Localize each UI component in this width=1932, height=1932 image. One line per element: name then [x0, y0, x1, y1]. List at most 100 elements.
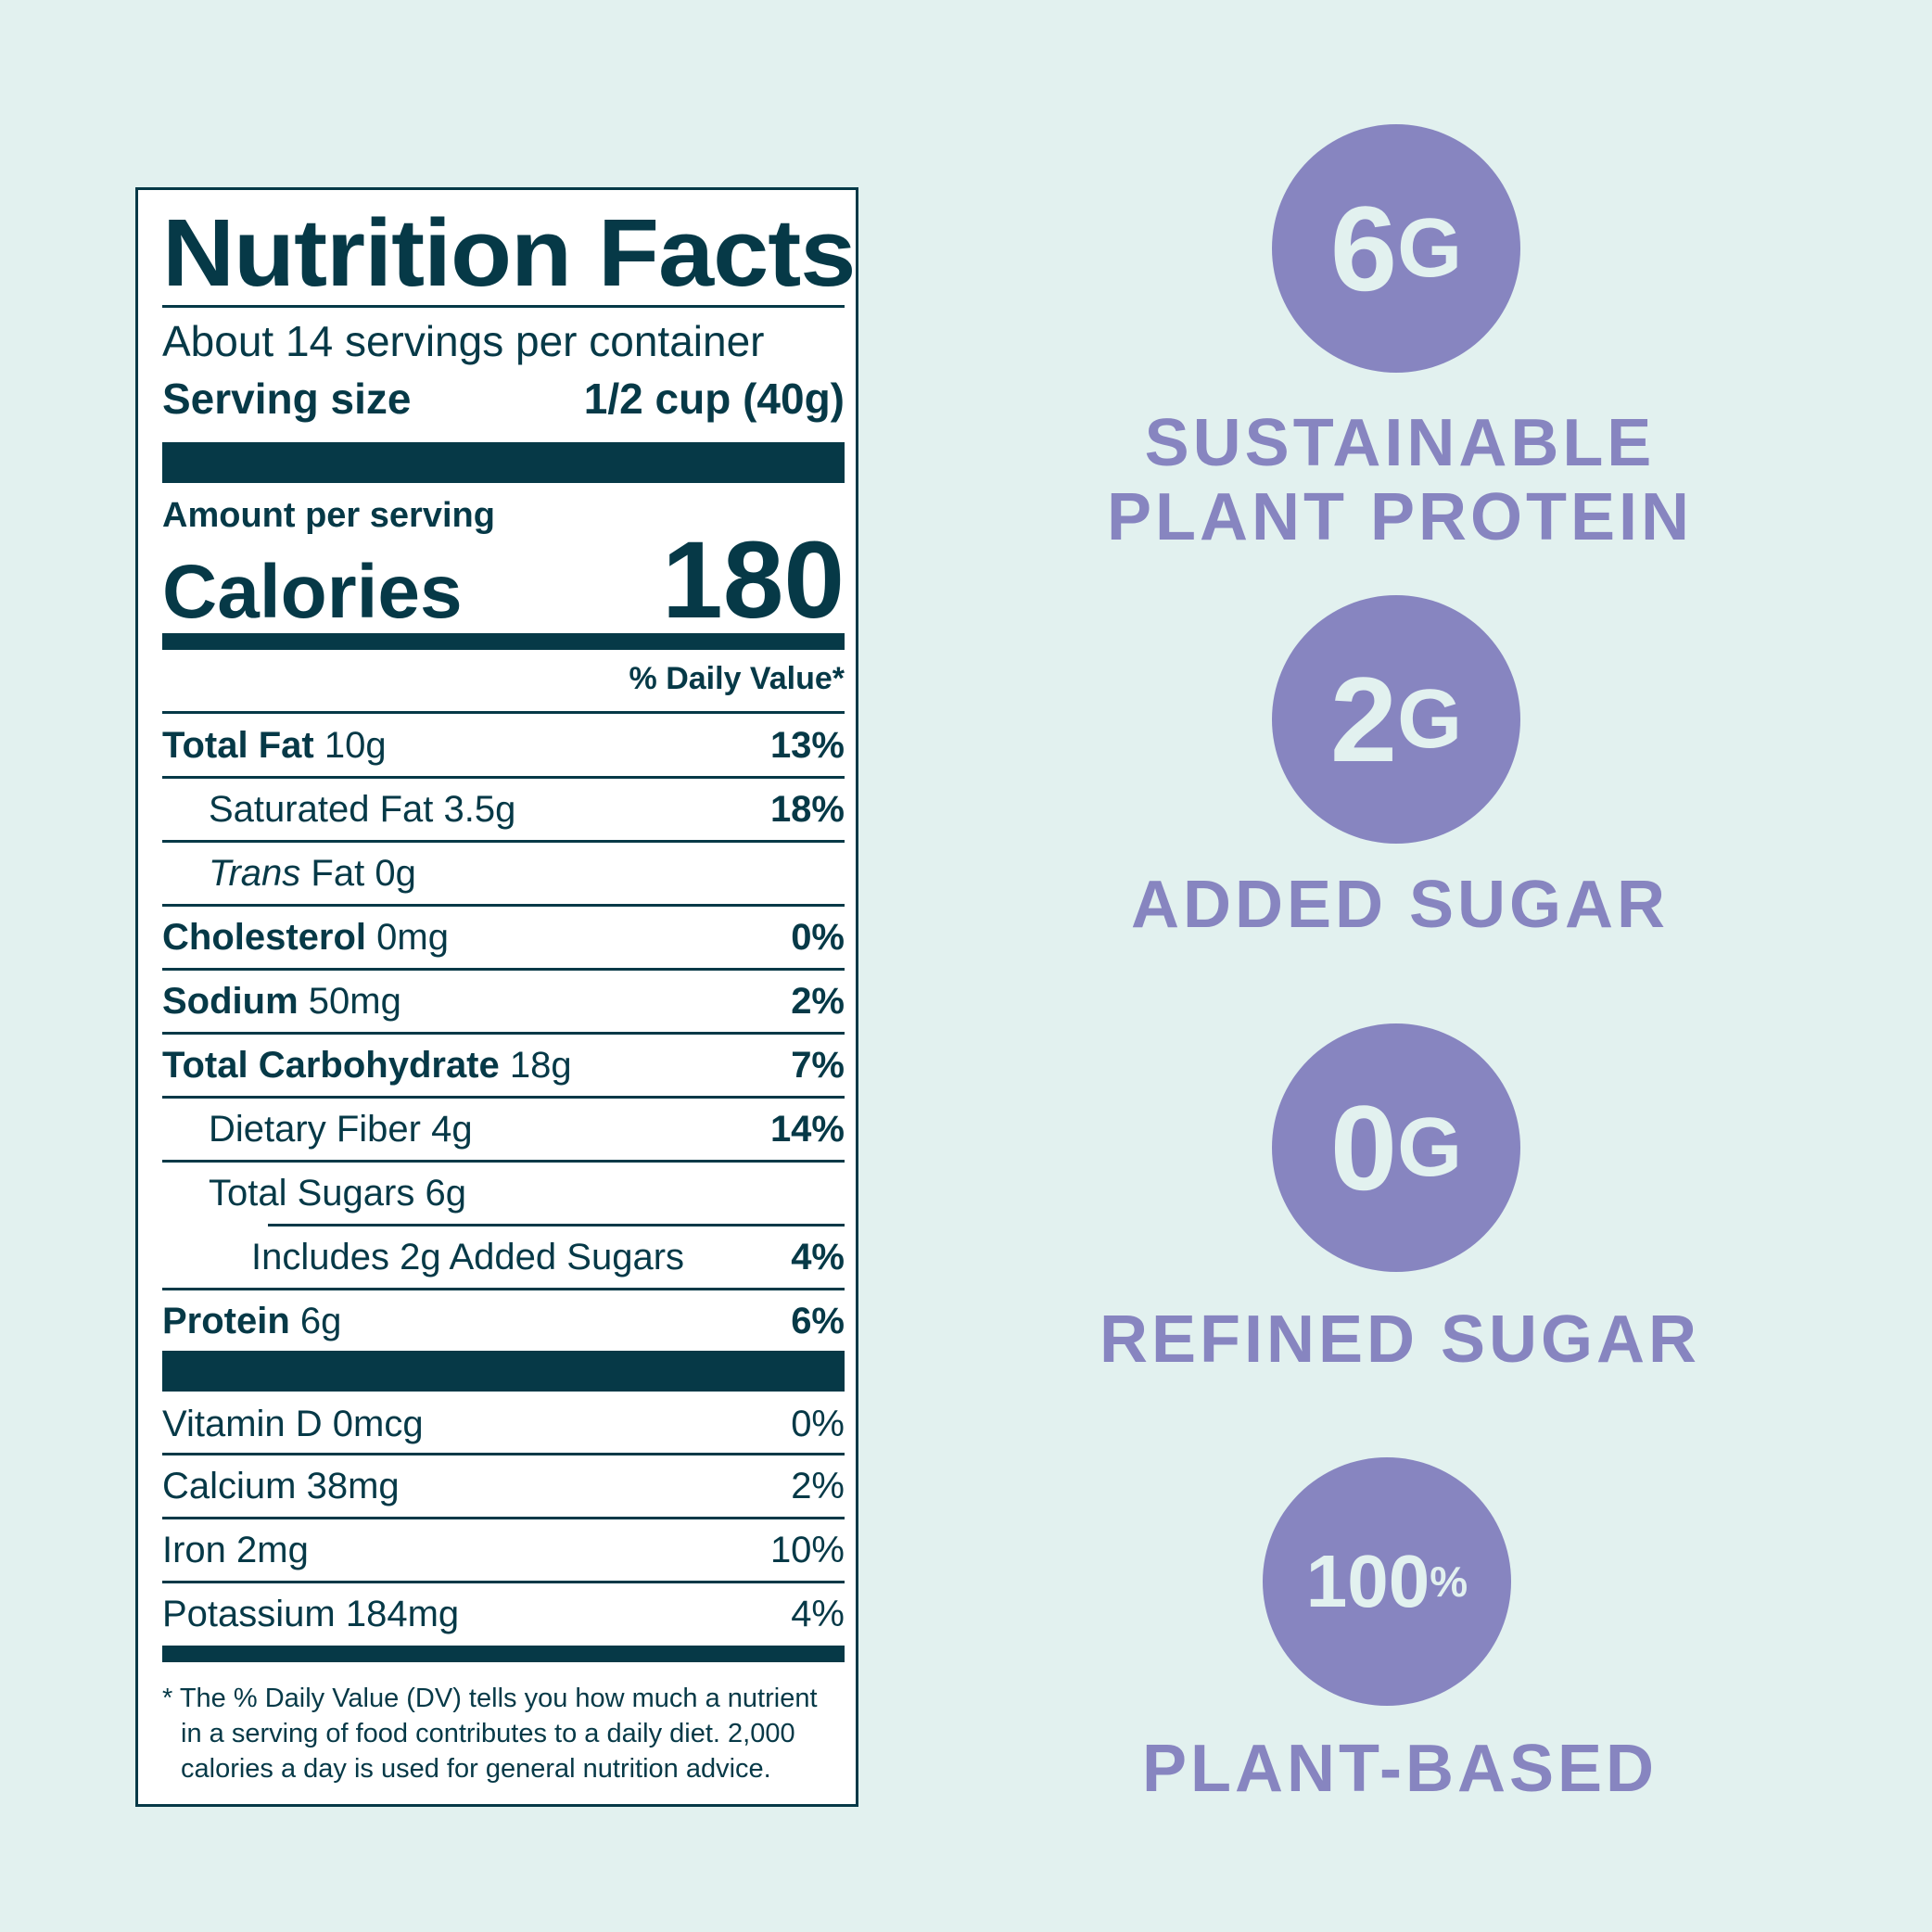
badge-unit: G — [1397, 673, 1463, 766]
refined-sugar-caption: REFINED SUGAR — [1075, 1303, 1724, 1377]
nutrient-row-total-sugars: Total Sugars 6g — [162, 1163, 845, 1224]
nutrient-row-cholesterol: Cholesterol 0mg 0% — [162, 907, 845, 968]
divider — [268, 1224, 845, 1227]
badge-unit: G — [1397, 202, 1463, 295]
divider — [162, 305, 845, 308]
nutrient-row-saturated-fat: Saturated Fat 3.5g 18% — [162, 779, 845, 840]
nutrient-row-protein: Protein 6g 6% — [162, 1290, 845, 1352]
nutrient-row-total-fat: Total Fat 10g 13% — [162, 715, 845, 776]
nutrient-amount: 18g — [509, 1045, 572, 1086]
medium-divider — [162, 633, 845, 650]
nutrient-dv: 0% — [791, 917, 845, 958]
vitamin-row-calcium: Calcium 38mg 2% — [162, 1455, 845, 1517]
caption-line: SUSTAINABLE — [1144, 406, 1656, 480]
vitamin-dv: 2% — [791, 1466, 845, 1506]
nutrient-name: Protein — [162, 1301, 290, 1341]
vitamin-name: Potassium 184mg — [162, 1594, 460, 1634]
nutrient-row-sodium: Sodium 50mg 2% — [162, 971, 845, 1032]
vitamin-row-iron: Iron 2mg 10% — [162, 1519, 845, 1581]
vitamin-row-vitamin-d: Vitamin D 0mcg 0% — [162, 1393, 845, 1455]
nutrient-dv: 18% — [769, 789, 845, 830]
medium-divider — [162, 1646, 845, 1662]
nutrient-dv: 2% — [791, 981, 845, 1022]
nutrient-amount: 10g — [324, 725, 387, 766]
badge-value: 100 — [1305, 1540, 1430, 1622]
nutrient-row-total-carbohydrate: Total Carbohydrate 18g 7% — [162, 1035, 845, 1096]
plant-based-caption: PLANT-BASED — [1075, 1732, 1724, 1806]
divider — [162, 968, 845, 971]
badge-value: 0 — [1329, 1080, 1398, 1215]
servings-per-container: About 14 servings per container — [162, 317, 765, 365]
divider — [162, 711, 845, 714]
nutrition-facts-title: Nutrition Facts — [162, 199, 856, 306]
divider — [162, 840, 845, 843]
vitamin-row-potassium: Potassium 184mg 4% — [162, 1583, 845, 1645]
vitamin-name: Vitamin D 0mcg — [162, 1404, 424, 1444]
badge-unit: % — [1430, 1557, 1468, 1606]
badge-value: 6 — [1329, 181, 1398, 316]
daily-value-footnote: * The % Daily Value (DV) tells you how m… — [162, 1684, 818, 1784]
serving-size-label: Serving size — [162, 375, 412, 423]
serving-size-value: 1/2 cup (40g) — [583, 375, 845, 423]
divider — [162, 1032, 845, 1035]
calories-label: Calories — [162, 550, 463, 634]
caption-line: REFINED SUGAR — [1099, 1303, 1701, 1377]
badge-unit: G — [1397, 1101, 1463, 1194]
nutrient-row-dietary-fiber: Dietary Fiber 4g 14% — [162, 1099, 845, 1160]
daily-value-header: % Daily Value* — [629, 661, 845, 696]
vitamin-dv: 4% — [791, 1594, 845, 1634]
nutrient-name: Includes 2g Added Sugars — [251, 1237, 685, 1277]
nutrient-amount: 3.5g — [443, 789, 516, 830]
serving-size-row: Serving size 1/2 cup (40g) — [162, 377, 845, 420]
nutrient-name-italic: Trans — [209, 853, 301, 894]
divider — [162, 776, 845, 779]
vitamin-dv: 0% — [791, 1404, 845, 1444]
nutrient-amount: 4g — [431, 1109, 473, 1150]
nutrient-dv: 4% — [791, 1237, 845, 1277]
caption-line: ADDED SUGAR — [1130, 868, 1670, 942]
divider — [162, 1288, 845, 1290]
protein-caption: SUSTAINABLE PLANT PROTEIN — [1075, 406, 1724, 554]
vitamin-name: Iron 2mg — [162, 1530, 309, 1570]
nutrient-dv: 14% — [769, 1109, 845, 1150]
thick-divider — [162, 1351, 845, 1392]
divider — [162, 1096, 845, 1099]
divider — [162, 904, 845, 907]
calories-value: 180 — [662, 519, 845, 642]
divider — [162, 1453, 845, 1455]
nutrient-amount: 6g — [299, 1301, 342, 1341]
nutrient-name: Total Carbohydrate — [162, 1045, 500, 1086]
nutrient-dv: 13% — [769, 725, 845, 766]
divider — [162, 1517, 845, 1519]
caption-line: PLANT-BASED — [1141, 1732, 1658, 1806]
nutrient-row-trans-fat: Trans Fat 0g — [162, 843, 845, 904]
nutrient-dv: 7% — [791, 1045, 845, 1086]
caption-line: PLANT PROTEIN — [1106, 480, 1693, 554]
calories-row: Calories 180 — [162, 526, 845, 635]
thick-divider — [162, 442, 845, 483]
nutrient-name: Dietary Fiber — [209, 1109, 421, 1150]
divider — [162, 1160, 845, 1163]
vitamin-name: Calcium 38mg — [162, 1466, 400, 1506]
nutrient-amount: 0mg — [376, 917, 449, 958]
nutrient-amount: 6g — [425, 1173, 466, 1214]
nutrient-name: Total Fat — [162, 725, 314, 766]
vitamin-dv: 10% — [769, 1530, 845, 1570]
nutrient-name: Sodium — [162, 981, 299, 1022]
nutrient-row-added-sugars: Includes 2g Added Sugars 4% — [162, 1227, 845, 1288]
nutrient-name: Saturated Fat — [209, 789, 434, 830]
nutrient-name: Cholesterol — [162, 917, 367, 958]
divider — [162, 1581, 845, 1583]
nutrition-facts-label: Nutrition Facts About 14 servings per co… — [135, 187, 858, 1807]
nutrient-name: Fat — [311, 853, 365, 894]
nutrient-dv: 6% — [791, 1301, 845, 1341]
plant-based-badge: 100% — [1263, 1457, 1511, 1706]
added-sugar-caption: ADDED SUGAR — [1075, 868, 1724, 942]
amount-per-serving: Amount per serving — [162, 496, 495, 535]
badge-value: 2 — [1329, 652, 1398, 787]
nutrient-amount: 50mg — [308, 981, 401, 1022]
nutrient-amount: 0g — [375, 853, 416, 894]
